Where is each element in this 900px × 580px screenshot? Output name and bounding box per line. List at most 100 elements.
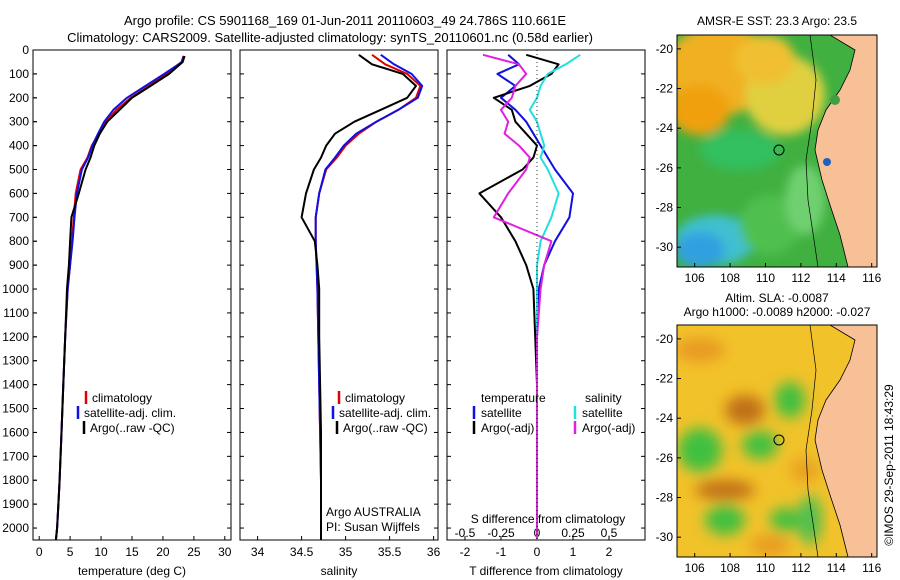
map-ytick-label: -30: [656, 530, 674, 544]
temperature-axes: [32, 49, 232, 541]
map-ytick-label: -20: [656, 332, 674, 346]
map-ytick-label: -24: [656, 121, 674, 135]
difference-axes: [446, 49, 646, 541]
ytick-label: 300: [9, 115, 29, 129]
ytick-label: 500: [9, 163, 29, 177]
legend-label: Argo(-adj): [481, 421, 534, 435]
ytick-label: 1200: [2, 330, 29, 344]
map-xtick-label: 106: [685, 271, 705, 285]
xtick-label: -2: [460, 545, 471, 559]
title-line-1: Argo profile: CS 5901168_169 01-Jun-2011…: [124, 13, 566, 28]
xtick-top-label: 0.25: [561, 526, 585, 540]
series-line-salinity-argo-adj: [482, 53, 553, 540]
map-xtick-label: 112: [791, 561, 810, 575]
legend-title-temperature: temperature: [481, 391, 546, 405]
sla-map-title-1: Altim. SLA: -0.0087: [725, 291, 829, 305]
xtick-label: 5: [67, 545, 74, 559]
map-xtick-label: 108: [720, 271, 740, 285]
difference-xlabel: T difference from climatology: [469, 564, 623, 578]
xtick-label: 36: [427, 545, 441, 559]
xtick-label: 35: [339, 545, 353, 559]
salinity-plot: 34 34.5 35 35.5 36: [240, 49, 441, 559]
depth-axis: 0 100 200 300 400 500 600 700 800 900 1000 1100 1200…: [2, 43, 37, 535]
ytick-label: 1900: [2, 497, 29, 511]
ytick-label: 800: [9, 234, 29, 248]
sst-map-field: [677, 35, 877, 267]
ytick-label: 900: [9, 258, 29, 272]
argo-program-label: Argo AUSTRALIA: [326, 505, 421, 519]
ytick-label: 100: [9, 67, 29, 81]
legend-title-salinity: salinity: [585, 391, 622, 405]
difference-plot: -2 -1 0 1 2-0.5 -0.25 0 0.25 0.5: [447, 49, 645, 559]
temperature-xlabel: temperature (deg C): [78, 564, 186, 578]
ytick-label: 0: [22, 43, 29, 57]
timestamp-watermark: ©IMOS 29-Sep-2011 18:43:29: [882, 384, 896, 546]
sla-map-field: [677, 325, 877, 557]
legend-label: satellite-adj. clim.: [339, 406, 431, 420]
map-ytick-label: -26: [656, 451, 674, 465]
xtick-label: 15: [125, 545, 139, 559]
xtick-label: 25: [187, 545, 201, 559]
title-line-2: Climatology: CARS2009. Satellite-adjuste…: [67, 30, 593, 45]
legend-label: climatology: [345, 391, 405, 405]
argo-position-marker: [773, 144, 785, 156]
map-ytick-label: -24: [656, 411, 674, 425]
sst-map-title: AMSR-E SST: 23.3 Argo: 23.5: [697, 14, 857, 28]
ytick-label: 200: [9, 91, 29, 105]
xtick-top-label: -0.25: [487, 526, 515, 540]
xtick-label: 0: [534, 545, 541, 559]
map-ytick-label: -22: [656, 82, 674, 96]
legend-label: satellite: [481, 406, 522, 420]
salinity-xlabel: salinity: [321, 564, 358, 578]
xtick-label: 20: [156, 545, 170, 559]
argo-position-marker: [773, 434, 785, 446]
salinity-legend: climatology satellite-adj. clim. Argo(..…: [326, 391, 431, 534]
ytick-label: 1300: [2, 354, 29, 368]
difference-top-xlabel: S difference from climatology: [471, 512, 626, 526]
xtick-top-label: -0.5: [455, 526, 476, 540]
series-line-argo-raw-qc: [300, 53, 417, 540]
ytick-label: 1400: [2, 378, 29, 392]
map-ytick-label: -28: [656, 491, 674, 505]
legend-label: climatology: [92, 391, 152, 405]
map-xtick-label: 110: [756, 271, 775, 285]
sla-map-title-2: Argo h1000: -0.0089 h2000: -0.027: [684, 305, 871, 319]
sst-map-axes: [676, 34, 878, 268]
ytick-label: 1500: [2, 402, 29, 416]
legend-label: Argo(..raw -QC): [90, 421, 175, 435]
series-line-argo-raw-qc: [54, 55, 186, 541]
ytick-label: 2000: [2, 521, 29, 535]
xtick-label: 34.5: [290, 545, 314, 559]
ytick-label: 1100: [3, 306, 29, 320]
sla-map-ticks: 106 108 110 112 114 116 -20 -22 -24 -26 -28 -30: [656, 332, 882, 575]
xtick-label: -1: [496, 545, 507, 559]
map-ytick-label: -28: [656, 201, 674, 215]
difference-legend: temperature salinity satellite Argo(-adj…: [472, 391, 635, 435]
temperature-plot: 0 5 10 15 20 25 30: [33, 49, 232, 559]
xtick-label: 1: [570, 545, 577, 559]
legend-label: satellite-adj. clim.: [84, 406, 176, 420]
ytick-label: 400: [9, 139, 29, 153]
map-ytick-label: -26: [656, 161, 674, 175]
map-xtick-label: 116: [862, 271, 881, 285]
legend-label: Argo(-adj): [582, 421, 635, 435]
map-xtick-label: 114: [827, 271, 846, 285]
legend-label: satellite: [582, 406, 623, 420]
salinity-axes: [239, 49, 439, 541]
map-xtick-label: 114: [827, 561, 846, 575]
map-xtick-label: 116: [862, 561, 881, 575]
ytick-label: 1600: [2, 425, 29, 439]
ytick-label: 1800: [2, 473, 29, 487]
argo-pi-label: PI: Susan Wijffels: [326, 520, 420, 534]
ytick-label: 1000: [2, 282, 29, 296]
map-xtick-label: 110: [756, 561, 775, 575]
legend-label: Argo(..raw -QC): [343, 421, 428, 435]
xtick-label: 35.5: [378, 545, 402, 559]
sst-map-ticks: 106 108 110 112 114 116 -20 -22 -24 -26 -28 -30: [656, 42, 882, 285]
xtick-label: 10: [94, 545, 108, 559]
sla-map-axes: [676, 324, 878, 558]
map-xtick-label: 112: [791, 271, 810, 285]
ytick-label: 700: [9, 210, 29, 224]
ytick-label: 1700: [2, 449, 29, 463]
